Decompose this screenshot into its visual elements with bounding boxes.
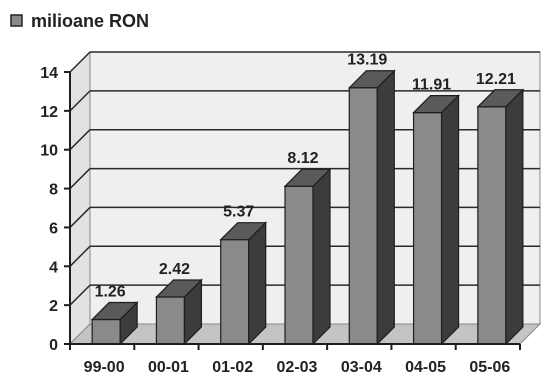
gridline-side: [69, 245, 91, 267]
bar-side: [248, 221, 267, 346]
data-label: 12.21: [476, 71, 516, 88]
gridline-side: [69, 168, 91, 190]
data-labels: 1.26 2.42 5.37 8.12 13.19 11.91 12.21: [95, 52, 516, 301]
data-label: 8.12: [287, 150, 318, 167]
bar-top: [219, 222, 268, 241]
y-tick-label: 8: [49, 182, 58, 199]
bar-side: [505, 88, 524, 346]
x-tick-label: 04-05: [405, 359, 446, 376]
bar-top: [476, 89, 525, 108]
legend-swatch: [10, 14, 23, 27]
x-tick-label: 99-00: [84, 359, 125, 376]
y-tick-label: 10: [40, 143, 58, 160]
x-axis-tick-labels: 99-00 00-01 01-02 02-03 03-04 04-05 05-06: [84, 359, 511, 376]
gridline-side: [69, 129, 91, 151]
bar-front: [91, 318, 121, 345]
bar-front: [412, 112, 443, 345]
gridline-side: [69, 284, 91, 306]
y-tick-label: 2: [49, 298, 58, 315]
legend: milioane RON: [10, 11, 149, 31]
bar-top: [90, 301, 139, 321]
bar-front: [284, 185, 314, 345]
data-label: 13.19: [347, 52, 387, 69]
y-tick-label: 0: [49, 337, 58, 354]
data-label: 1.26: [95, 284, 126, 301]
x-tick-label: 02-03: [277, 359, 318, 376]
y-axis-tick-labels: 0 2 4 6 8 10 12 14: [40, 65, 58, 354]
x-tick-label: 00-01: [148, 359, 189, 376]
x-tick-label: 05-06: [469, 359, 510, 376]
bar-top: [154, 279, 203, 298]
bar: [347, 69, 396, 346]
gridline-side: [69, 51, 91, 73]
y-tick-label: 6: [49, 220, 58, 237]
x-tick-label: 01-02: [212, 359, 253, 376]
y-tick-label: 4: [49, 259, 58, 276]
side-wall: [69, 50, 91, 346]
bar-front: [477, 106, 507, 345]
bars: [90, 69, 525, 346]
legend-label: milioane RON: [31, 11, 149, 31]
bar-front: [348, 87, 378, 345]
bar: [283, 167, 332, 346]
bar: [476, 88, 525, 346]
axes: [64, 71, 521, 350]
bar: [219, 221, 268, 346]
data-label: 5.37: [223, 204, 254, 221]
bar: [412, 94, 461, 346]
bar: [154, 278, 203, 346]
y-tick-label: 12: [40, 104, 58, 121]
data-label: 11.91: [412, 77, 451, 94]
bar-side: [376, 69, 395, 346]
y-tick-label: 14: [40, 65, 58, 82]
x-tick-label: 03-04: [341, 359, 382, 376]
bar-side: [440, 94, 460, 346]
data-label: 2.42: [159, 261, 190, 278]
bar: [90, 301, 139, 346]
bar-top: [412, 95, 461, 114]
bar-front: [155, 296, 186, 345]
bar-front: [220, 239, 250, 345]
gridline-side: [69, 90, 91, 112]
bar-top: [347, 70, 396, 89]
gridline-side: [69, 206, 91, 228]
bar-top: [283, 168, 332, 187]
bar-side: [312, 167, 331, 346]
